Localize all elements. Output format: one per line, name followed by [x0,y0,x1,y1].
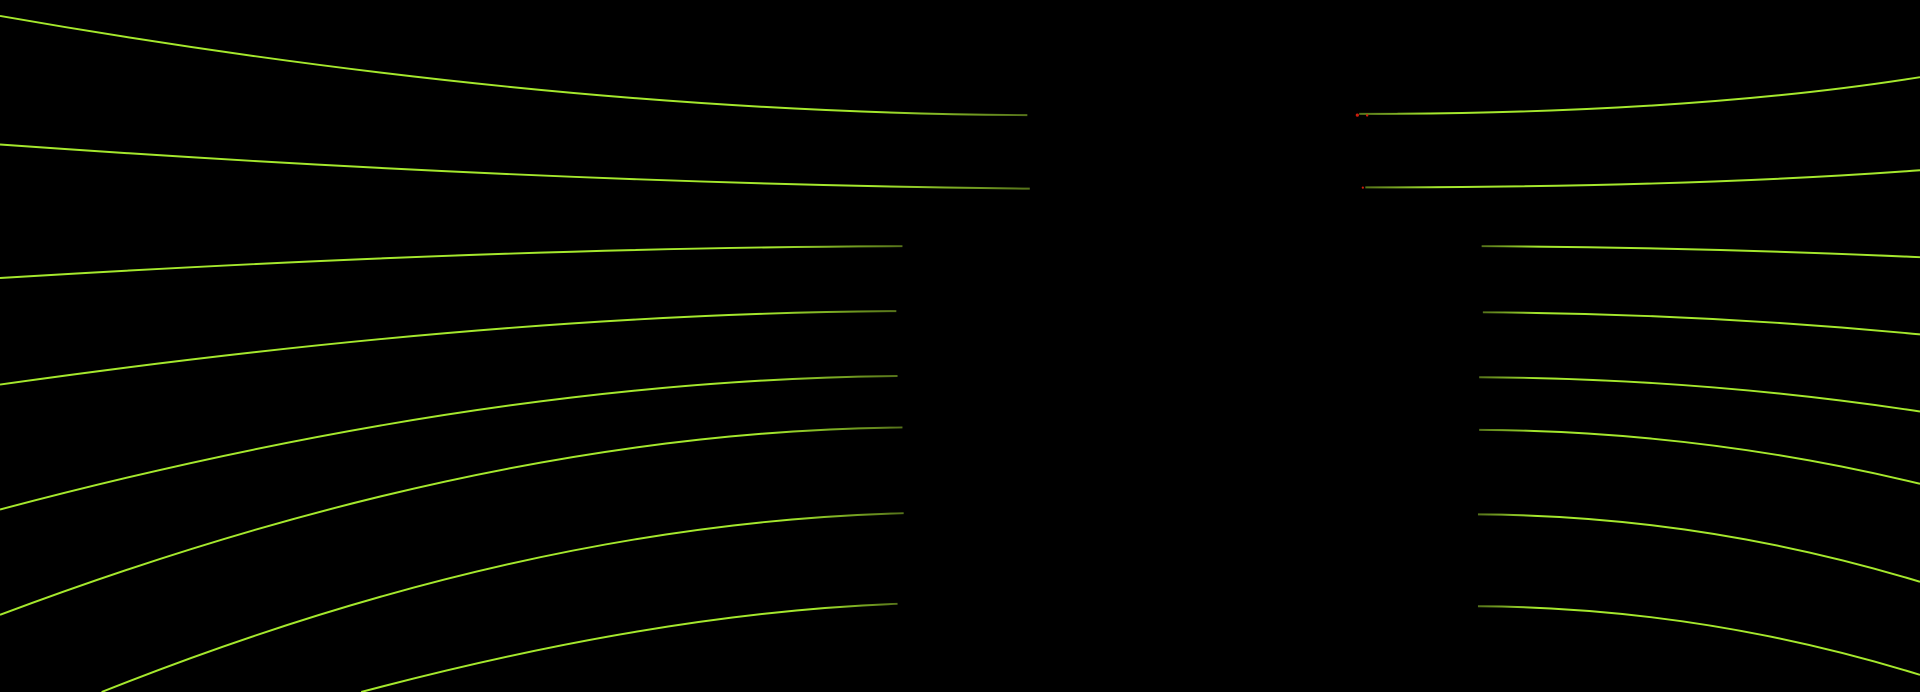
curve-L6 [0,426,903,616]
red-tip-dot-2 [1365,114,1369,117]
curve-L8 [360,602,898,692]
curve-L3 [0,245,903,280]
curve-R2 [1365,169,1920,189]
curve-L1 [0,14,1028,117]
curve-R7 [1477,513,1920,583]
curve-L7 [101,512,904,692]
curve-R5 [1479,376,1920,413]
curve-R1 [1359,76,1920,115]
curve-L4 [0,310,897,386]
curve-L5 [0,375,898,511]
curve-L2 [0,143,1030,190]
curve-R3 [1481,245,1920,259]
red-tip-dot-1 [1355,113,1359,117]
curves-group [0,14,1920,692]
red-tip-dot-3 [1361,186,1364,189]
curve-R4 [1482,311,1920,336]
curve-R8 [1477,605,1920,676]
curve-R6 [1479,428,1920,485]
tip-dots-group [1355,113,1369,189]
